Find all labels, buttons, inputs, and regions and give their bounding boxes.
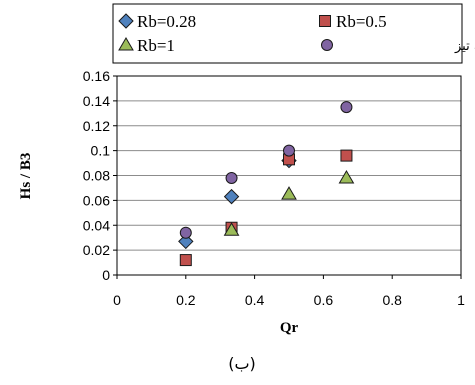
legend-marker-square (319, 15, 331, 27)
point-triangle (281, 186, 297, 200)
point-square (179, 254, 192, 267)
legend-label: Rb=0.28 (137, 12, 196, 31)
point-diamond (223, 188, 240, 205)
point-triangle (338, 169, 355, 184)
point-diamond (178, 233, 194, 250)
y-tick-label: 0.08 (83, 168, 110, 184)
data-points (178, 101, 355, 267)
legend-label: اتصال لبه تیز (454, 39, 475, 54)
point-square (340, 149, 353, 162)
point-triangle (223, 222, 240, 236)
y-tick-label: 0.14 (83, 93, 110, 109)
legend-box (112, 3, 463, 64)
y-tick-label: 0 (102, 267, 110, 283)
chart-caption: (ب) (228, 354, 256, 373)
y-tick-label: 0.02 (83, 242, 110, 258)
legend-label: Rb=1 (137, 36, 175, 55)
y-tick-label: 0.06 (83, 192, 110, 208)
x-tick-label: 0.2 (176, 292, 196, 308)
x-tick-label: 0.4 (245, 292, 265, 308)
x-tick-label: 0.8 (382, 292, 402, 308)
ticks: 0 0.02 0.04 0.06 0.08 0.1 0.12 0.14 0.16 0 0.2 0.4 0… (83, 68, 465, 308)
grid (117, 100, 461, 251)
legend-marker-diamond (118, 13, 134, 29)
y-tick-label: 0.04 (83, 217, 110, 233)
legend: Rb=0.28 Rb=0.5 Rb=1 اتصال لبه تیز (118, 12, 475, 55)
y-tick-label: 0.16 (83, 68, 110, 84)
legend-marker-triangle (118, 37, 134, 51)
y-tick-label: 0.1 (91, 143, 111, 159)
legend-marker-circle (321, 39, 333, 51)
x-tick-label: 0 (113, 292, 121, 308)
x-tick-label: 1 (457, 292, 465, 308)
point-circle (340, 101, 353, 114)
point-circle (179, 226, 192, 239)
y-axis-title: Hs / B3 (18, 153, 34, 200)
point-circle (225, 171, 238, 184)
x-axis-title: Qr (280, 320, 299, 336)
point-circle (283, 144, 295, 157)
x-tick-label: 0.6 (314, 292, 334, 308)
legend-label: Rb=0.5 (336, 12, 387, 31)
y-tick-label: 0.12 (83, 118, 110, 134)
